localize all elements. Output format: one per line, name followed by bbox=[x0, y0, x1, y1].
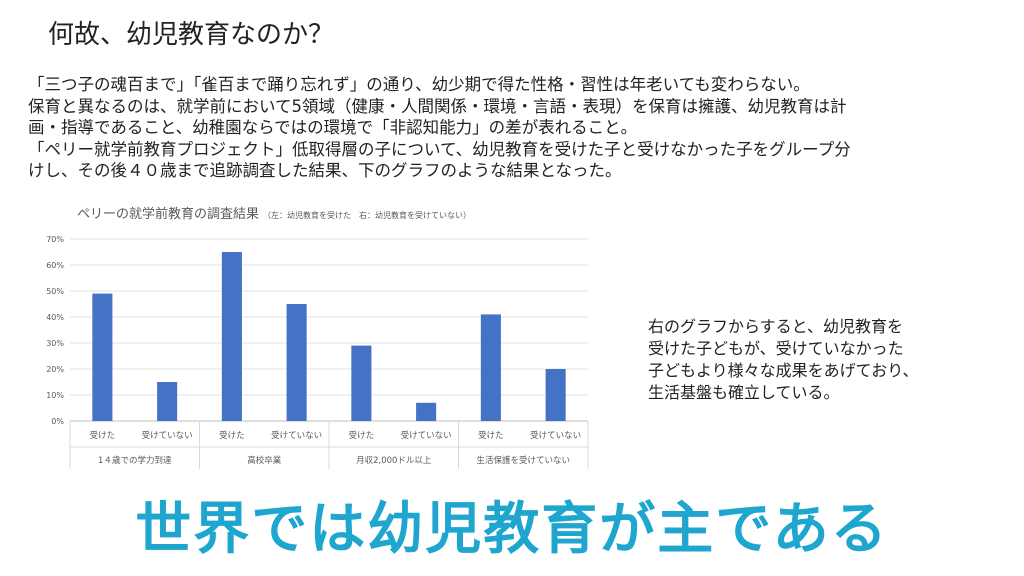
y-tick-label: 10% bbox=[46, 391, 64, 400]
y-tick-label: 0% bbox=[51, 417, 64, 426]
x-category-label: 受けた bbox=[90, 430, 116, 441]
slide-title: 何故、幼児教育なのか？ bbox=[48, 20, 335, 50]
paragraph-line: けし、その後４０歳まで追跡調査した結果、下のグラフのような結果となった。 bbox=[28, 161, 622, 180]
x-category-label: 受けた bbox=[219, 430, 245, 441]
x-category-label: 受けていない bbox=[271, 430, 322, 441]
side-line: 受けた子どもが、受けていなかった bbox=[648, 339, 904, 358]
x-category-label: 受けていない bbox=[530, 430, 581, 441]
paragraph-line: 保育と異なるのは、就学前において5領域（健康・人間関係・環境・言語・表現）を保育… bbox=[28, 96, 847, 116]
bar bbox=[545, 369, 566, 421]
paragraph-line: 画・指導であること、幼稚園ならではの環境で「非認知能力」の差が表れること。 bbox=[28, 118, 638, 137]
slogan-headline: 世界では幼児教育が主である bbox=[135, 497, 889, 562]
intro-paragraph: 「三つ子の魂百まで」「雀百まで踊り忘れず」の通り、幼少期で得た性格・習性は年老い… bbox=[28, 74, 1008, 182]
bar bbox=[221, 252, 242, 421]
y-tick-label: 50% bbox=[46, 287, 64, 296]
x-axis-categories: 受けた 受けていない 受けた 受けていない 受けた 受けていない 受けた 受けていない bbox=[90, 430, 582, 441]
bar bbox=[480, 314, 501, 421]
bar bbox=[286, 304, 307, 421]
side-line: 生活基盤も確立している。 bbox=[648, 383, 840, 402]
paragraph-line: 「ペリー就学前教育プロジェクト」低取得層の子について、幼児教育を受けた子と受けな… bbox=[28, 139, 851, 159]
y-tick-label: 70% bbox=[46, 235, 64, 244]
bar bbox=[92, 293, 113, 421]
grid-lines bbox=[70, 238, 588, 422]
x-group-label: 生活保護を受けていない bbox=[476, 455, 570, 466]
x-category-label: 受けていない bbox=[142, 430, 193, 441]
bar bbox=[416, 402, 437, 421]
y-tick-label: 40% bbox=[46, 313, 64, 322]
y-axis-ticks: 0% 10% 20% 30% 40% 50% 60% 70% bbox=[46, 235, 64, 426]
side-commentary: 右のグラフからすると、幼児教育を 受けた子どもが、受けていなかった 子どもより様… bbox=[648, 316, 988, 404]
chart-svg: ペリーの就学前教育の調査結果 （左：幼児教育を受けた 右：幼児教育を受けていない）… bbox=[46, 206, 589, 469]
x-axis-groups: 1４歳での学力到達 高校卒業 月収2,000ドル以上 生活保護を受けていない bbox=[69, 421, 589, 469]
x-group-label: 高校卒業 bbox=[247, 455, 282, 466]
bar bbox=[157, 382, 178, 421]
chart-title-main: ペリーの就学前教育の調査結果 bbox=[77, 206, 259, 222]
side-line: 右のグラフからすると、幼児教育を bbox=[648, 317, 904, 336]
x-category-label: 受けた bbox=[478, 430, 504, 441]
perry-chart: ペリーの就学前教育の調査結果 （左：幼児教育を受けた 右：幼児教育を受けていない）… bbox=[30, 200, 600, 475]
chart-subtitle: （左：幼児教育を受けた 右：幼児教育を受けていない） bbox=[263, 210, 471, 220]
chart-title: ペリーの就学前教育の調査結果 （左：幼児教育を受けた 右：幼児教育を受けていない） bbox=[77, 206, 471, 222]
side-line: 子どもより様々な成果をあげており、 bbox=[648, 361, 919, 380]
x-group-label: 月収2,000ドル以上 bbox=[356, 455, 432, 466]
y-tick-label: 30% bbox=[46, 339, 64, 348]
y-tick-label: 20% bbox=[46, 365, 64, 374]
bars bbox=[92, 252, 566, 421]
bar bbox=[351, 345, 372, 421]
x-category-label: 受けていない bbox=[401, 430, 452, 441]
y-tick-label: 60% bbox=[46, 261, 64, 270]
x-group-label: 1４歳での学力到達 bbox=[98, 455, 172, 466]
x-category-label: 受けた bbox=[349, 430, 375, 441]
paragraph-line: 「三つ子の魂百まで」「雀百まで踊り忘れず」の通り、幼少期で得た性格・習性は年老い… bbox=[28, 75, 810, 94]
